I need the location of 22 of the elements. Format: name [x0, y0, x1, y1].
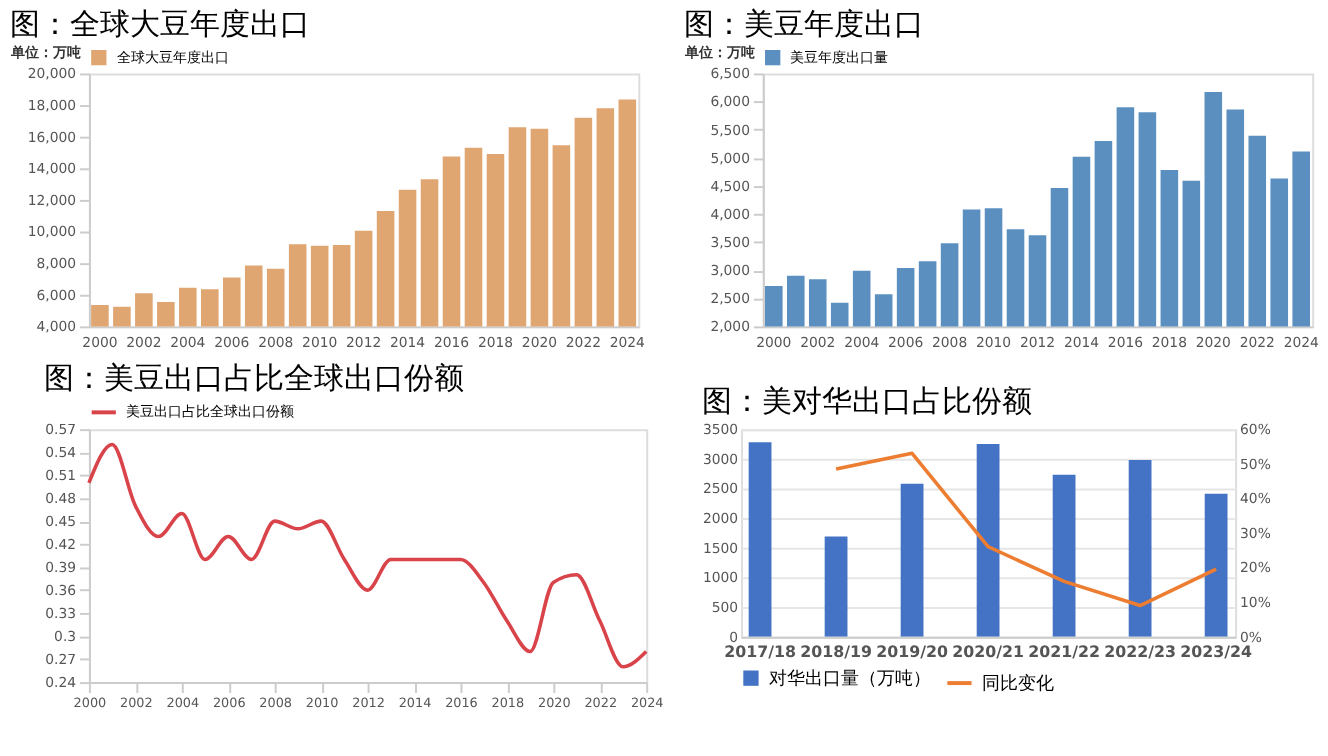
bar: [1204, 493, 1228, 637]
line-series: [834, 451, 1218, 608]
x-tick-label: 2022/23: [1104, 643, 1176, 662]
chart-title: 图：美豆年度出口: [683, 7, 924, 42]
chart-title: 图：全球大豆年度出口: [9, 7, 310, 42]
line-series: [87, 442, 648, 669]
x-tick-label: 2021/22: [1028, 643, 1100, 662]
chart-title: 图：美对华出口占比份额: [701, 385, 1032, 420]
x-tick-label: 2020/21: [952, 643, 1024, 662]
x-tick-label: 2019/20: [876, 643, 949, 662]
bar: [976, 443, 1000, 637]
x-tick-label: 2018/19: [800, 643, 872, 662]
x-tick-label: 2017/18: [724, 643, 796, 662]
bar: [824, 536, 848, 637]
chart-title: 图：美豆出口占比全球出口份额: [44, 361, 465, 396]
legend-label: 同比变化: [982, 673, 1055, 696]
bar: [900, 483, 924, 637]
x-tick-label: 2023/24: [1180, 643, 1253, 662]
bar: [1052, 474, 1076, 637]
bar: [1128, 459, 1152, 637]
bar: [748, 442, 772, 637]
legend-label: 对华出口量（万吨）: [768, 668, 931, 691]
